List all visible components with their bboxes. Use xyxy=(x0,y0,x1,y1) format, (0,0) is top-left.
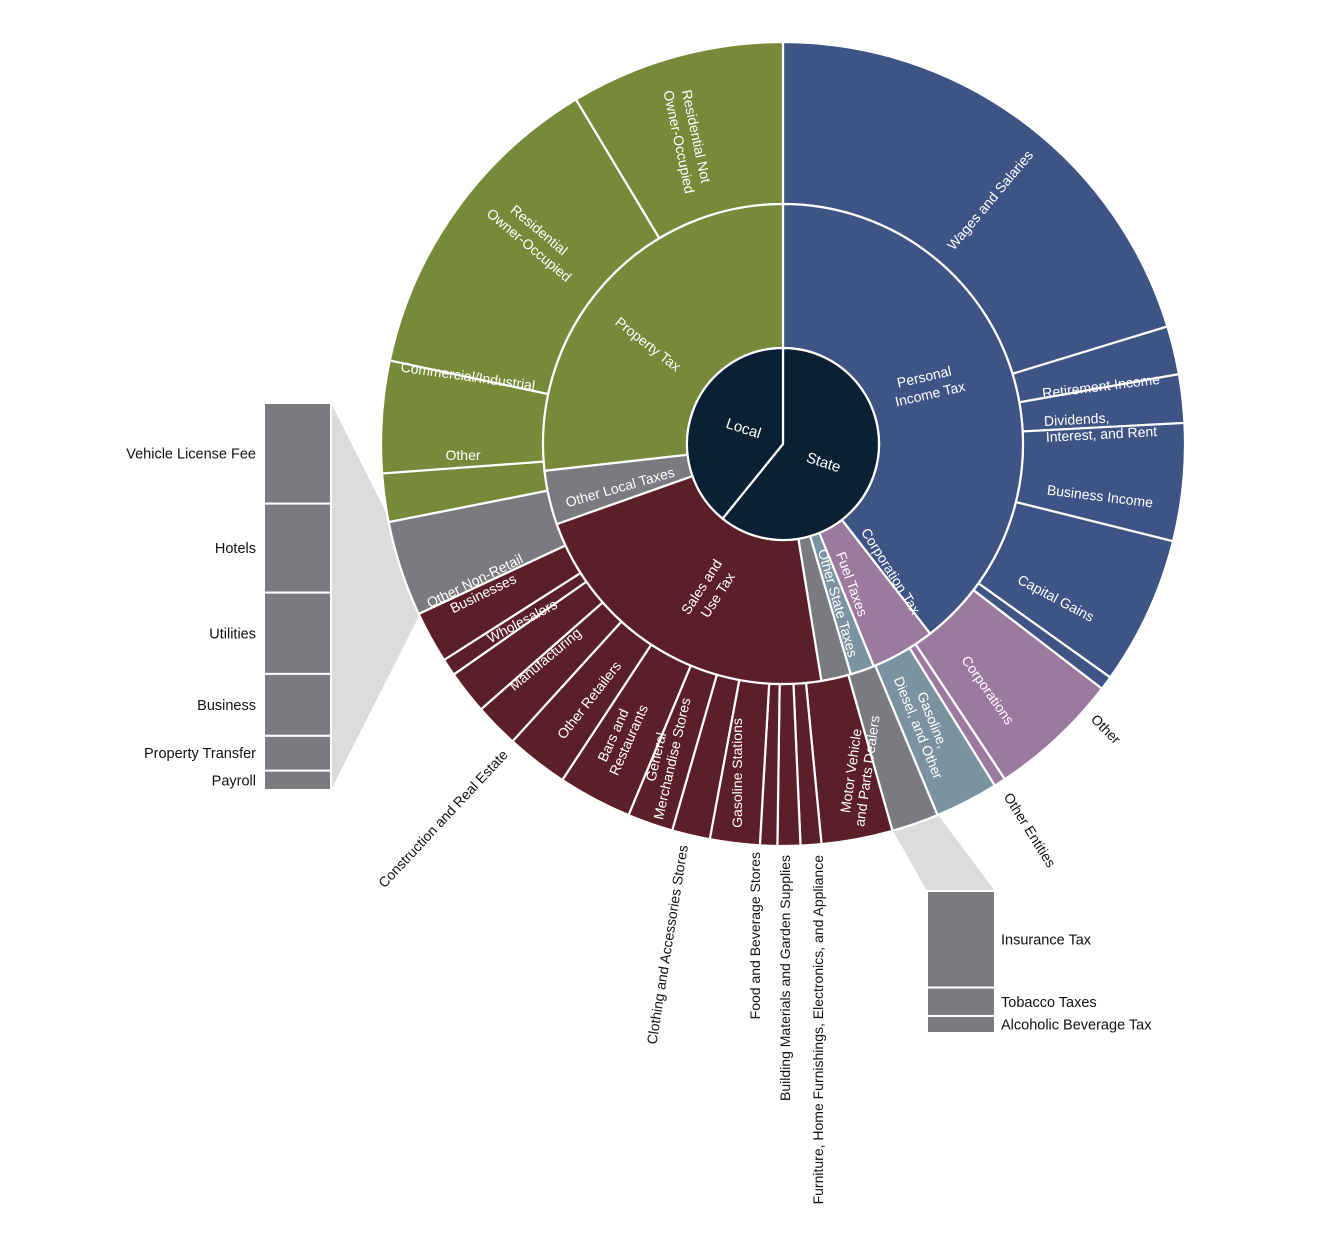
other-state-bar-tobacco-taxes xyxy=(926,986,996,1017)
label-dividends: Dividends, Interest, and Rent xyxy=(1044,407,1158,445)
other-local-bar-utilities xyxy=(263,591,332,675)
other-local-bar-property-transfer xyxy=(263,734,332,772)
core-segment-state xyxy=(721,346,881,542)
other-local-label-hotels: Hotels xyxy=(215,541,256,557)
other-local-bar-hotels xyxy=(263,502,332,594)
other-local-label-utilities: Utilities xyxy=(209,626,256,642)
breakout-other-local-taxes: Vehicle License Fee Hotels Utilities Busine… xyxy=(126,402,332,792)
label-clothing: Clothing and Accessories Stores xyxy=(644,844,691,1046)
core-segment-local xyxy=(685,346,785,521)
other-local-label-vehicle-license-fee: Vehicle License Fee xyxy=(126,446,256,462)
other-state-bar-insurance-tax xyxy=(926,890,996,989)
other-state-bar-alcoholic-beverage-tax xyxy=(926,1014,996,1035)
other-state-label-insurance-tax: Insurance Tax xyxy=(1001,932,1092,948)
other-local-label-property-transfer: Property Transfer xyxy=(144,746,256,762)
other-local-bar-payroll xyxy=(263,769,332,792)
other-local-bar-vehicle-license-fee xyxy=(263,402,332,505)
label-food-beverage: Food and Beverage Stores xyxy=(747,852,763,1019)
outer-ring xyxy=(379,40,1187,848)
label-gasoline-stations: Gasoline Stations xyxy=(729,718,745,828)
callout-other-local-taxes xyxy=(331,403,421,790)
label-furniture: Furniture, Home Furnishings, Electronics… xyxy=(810,855,826,1205)
breakout-other-state-taxes: Insurance Tax Tobacco Taxes Alcoholic Beve… xyxy=(926,890,1152,1035)
label-other-entities: Other Entities xyxy=(1001,790,1060,870)
middle-ring xyxy=(541,202,1025,686)
label-property-other: Other xyxy=(445,447,480,463)
other-state-label-alcoholic-beverage-tax: Alcoholic Beverage Tax xyxy=(1001,1017,1152,1033)
callout-other-state-taxes xyxy=(891,813,995,891)
other-local-bar-business xyxy=(263,672,332,737)
other-local-label-payroll: Payroll xyxy=(212,773,256,789)
label-building-materials: Building Materials and Garden Supplies xyxy=(777,855,793,1101)
label-construction: Construction and Real Estate xyxy=(375,746,511,890)
callout-wedges xyxy=(331,403,995,891)
label-outer-other-state: Other xyxy=(1088,711,1124,747)
other-local-label-business: Business xyxy=(197,698,256,714)
core-ring xyxy=(685,346,881,542)
other-state-label-tobacco-taxes: Tobacco Taxes xyxy=(1001,995,1097,1011)
